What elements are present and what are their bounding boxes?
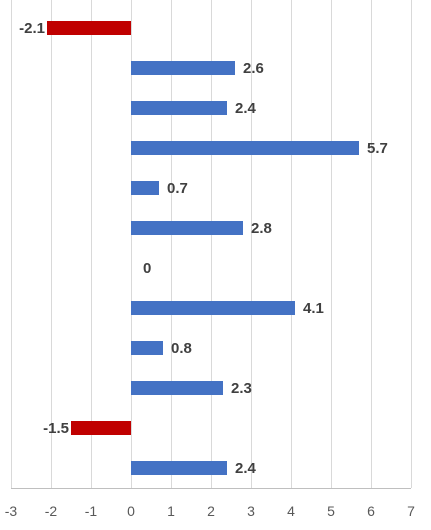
bar [131, 461, 227, 475]
x-tick-label: 5 [327, 503, 335, 519]
data-labels: -2.1 2.6 2.4 5.7 0.7 2.8 0 4.1 0.8 2.3 -1.5 2.4 [19, 20, 388, 477]
x-tick-label: -1 [85, 503, 98, 519]
data-label: 2.8 [251, 220, 272, 237]
x-axis: -3 -2 -1 0 1 2 3 4 5 6 7 [5, 488, 415, 519]
data-label: -1.5 [43, 420, 69, 437]
data-label: 5.7 [367, 140, 388, 157]
x-tick-label: 6 [367, 503, 375, 519]
data-label: 4.1 [303, 300, 324, 317]
bar [47, 21, 131, 35]
data-label: -2.1 [19, 20, 45, 37]
bar [131, 141, 359, 155]
x-tick-label: 1 [167, 503, 175, 519]
x-tick-label: -2 [45, 503, 58, 519]
data-label: 0 [143, 260, 151, 277]
bar [131, 381, 223, 395]
gridlines [11, 0, 412, 488]
bar [71, 421, 131, 435]
x-tick-label: 2 [207, 503, 215, 519]
x-tick-label: 0 [127, 503, 135, 519]
data-label: 2.4 [235, 460, 257, 477]
bar [131, 101, 227, 115]
x-tick-label: -3 [5, 503, 18, 519]
data-label: 0.8 [171, 340, 192, 357]
data-label: 2.3 [231, 380, 252, 397]
x-tick-label: 3 [247, 503, 255, 519]
data-label: 2.4 [235, 100, 257, 117]
bar [131, 181, 159, 195]
x-tick-label: 7 [407, 503, 415, 519]
bar [131, 61, 235, 75]
bars [47, 21, 359, 475]
x-tick-label: 4 [287, 503, 295, 519]
bar [131, 301, 295, 315]
bar [131, 221, 243, 235]
data-label: 0.7 [167, 180, 188, 197]
data-label: 2.6 [243, 60, 264, 77]
bar [131, 341, 163, 355]
